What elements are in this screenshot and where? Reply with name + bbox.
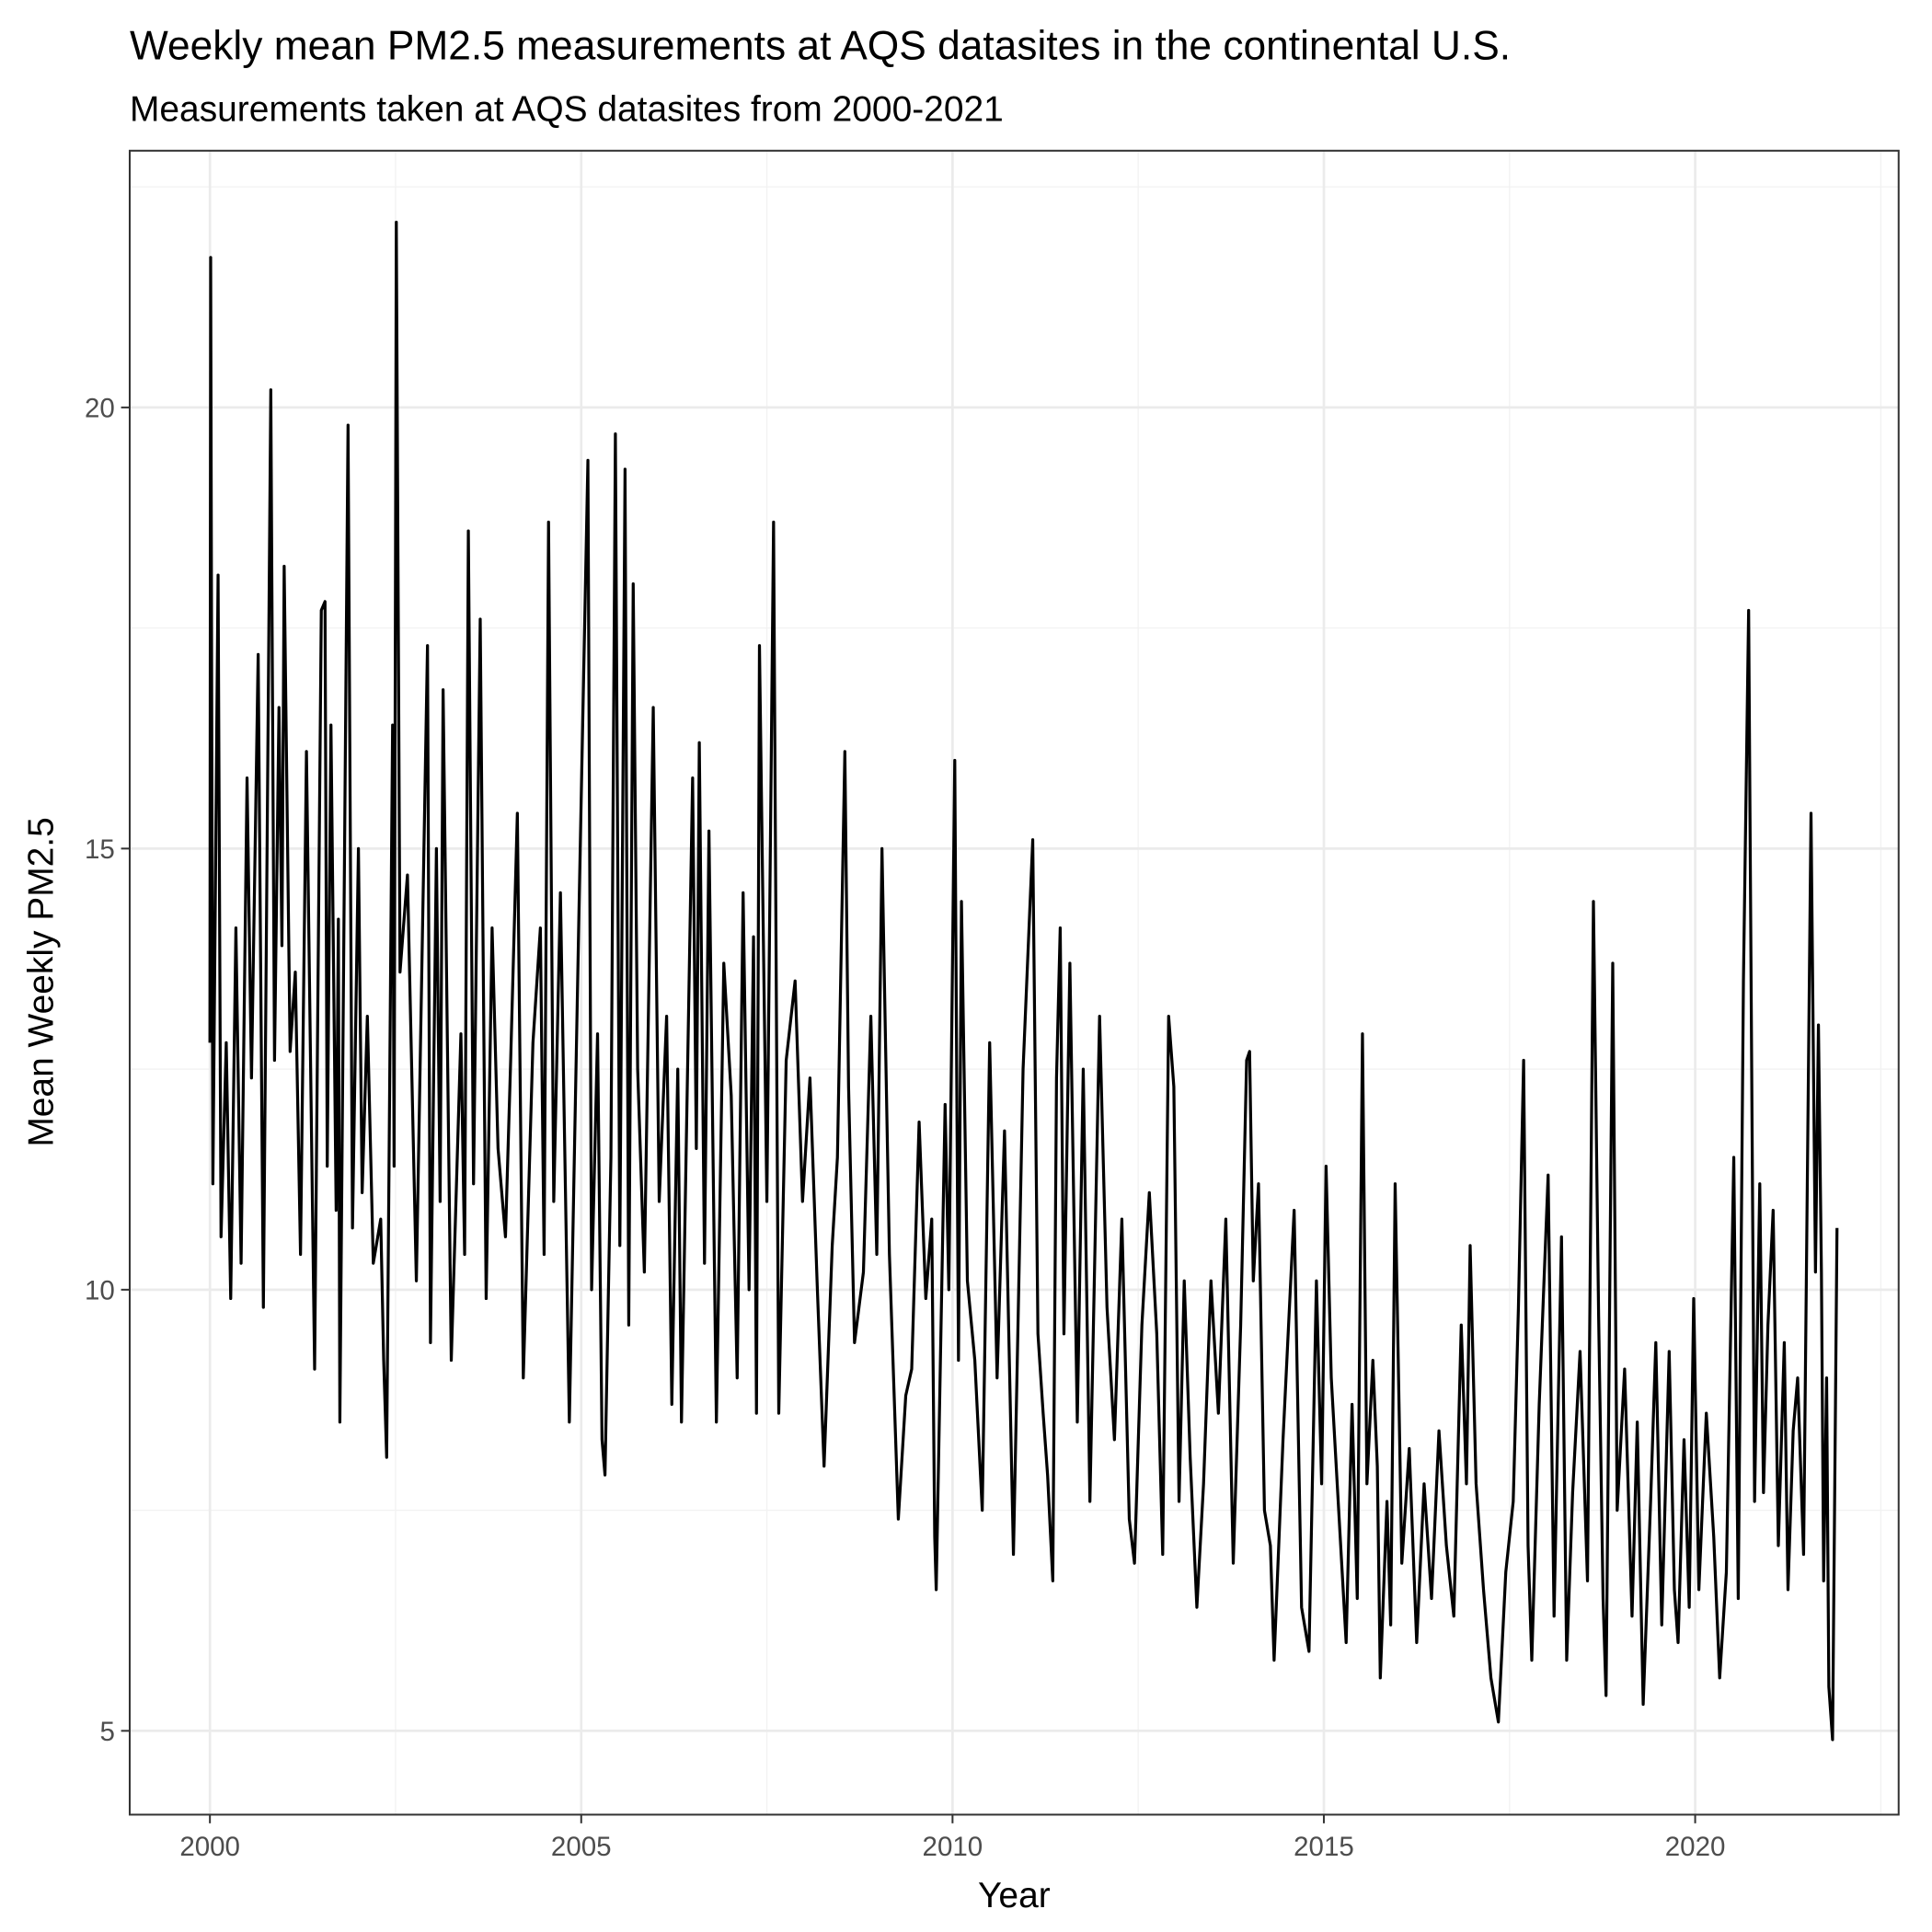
chart-subtitle: Measurements taken at AQS datasites from…: [130, 90, 1004, 130]
x-tick-label: 2000: [179, 1832, 240, 1862]
axes: 2000 2005 2010 2015 2020 5 10 15 20: [85, 394, 1725, 1862]
y-axis-title: Mean Weekly PM2.5: [22, 817, 62, 1146]
data-line: [208, 220, 1839, 1742]
y-tick-label: 10: [85, 1276, 115, 1306]
x-tick-label: 2015: [1294, 1832, 1354, 1862]
chart-title: Weekly mean PM2.5 measurements at AQS da…: [130, 23, 1511, 68]
y-tick-label: 20: [85, 394, 115, 424]
x-tick-label: 2010: [923, 1832, 983, 1862]
plot-area: [208, 220, 1839, 1742]
x-axis-title: Year: [978, 1876, 1051, 1915]
x-tick-label: 2005: [551, 1832, 612, 1862]
y-tick-label: 5: [99, 1717, 114, 1747]
x-tick-label: 2020: [1665, 1832, 1726, 1862]
y-tick-label: 15: [85, 834, 115, 865]
panel-border: [128, 149, 1900, 1816]
